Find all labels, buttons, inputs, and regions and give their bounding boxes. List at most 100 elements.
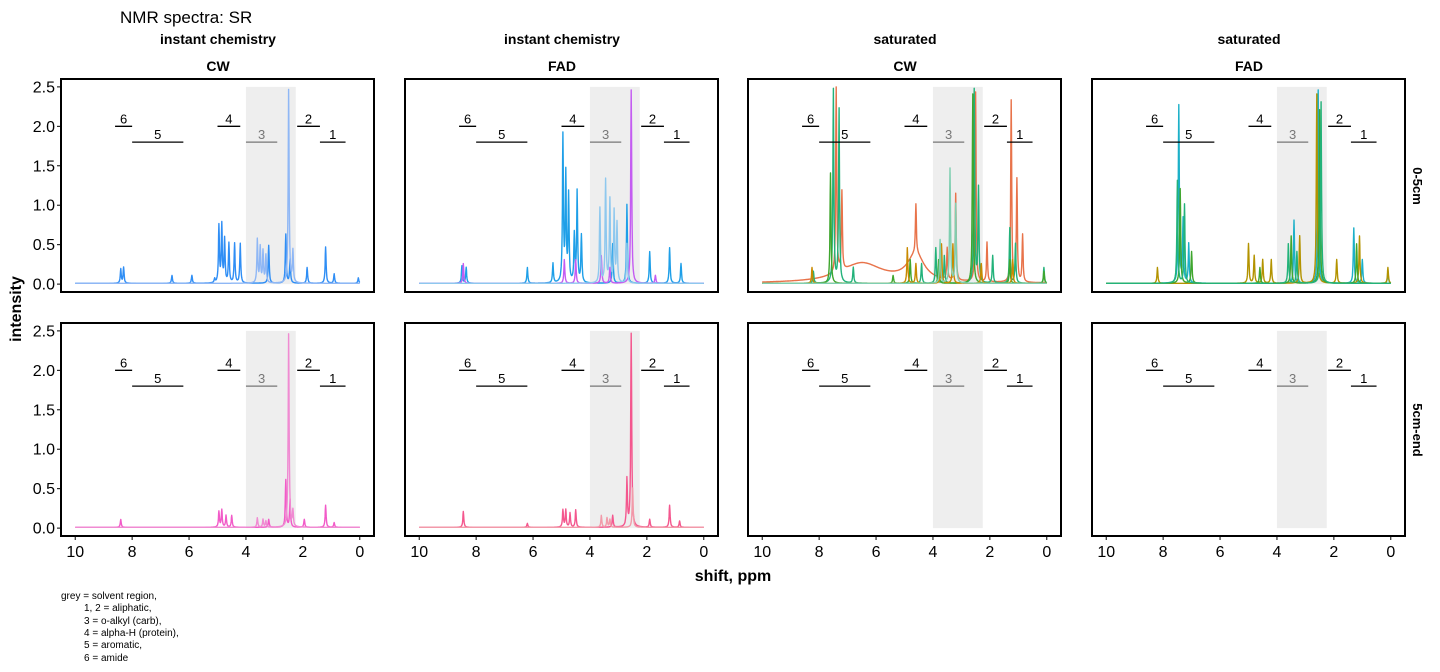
region-label-1: 1 <box>1360 371 1367 386</box>
x-tick-label: 6 <box>1216 544 1225 561</box>
region-label-4: 4 <box>569 111 576 126</box>
region-label-4: 4 <box>569 355 576 370</box>
strip-col4-line2: FAD <box>1235 58 1263 74</box>
spectrum-line-1 <box>418 332 705 528</box>
region-label-2: 2 <box>305 111 312 126</box>
spectrum-line-3 <box>418 177 705 284</box>
region-label-1: 1 <box>673 127 680 142</box>
region-label-1: 1 <box>1016 127 1023 142</box>
strip-col4-line1: saturated <box>1217 31 1280 47</box>
note-line-1: grey = solvent region, <box>61 591 157 602</box>
note-line-2: 1, 2 = aliphatic, <box>84 603 152 614</box>
y-tick-label: 1.0 <box>33 442 55 459</box>
region-label-1: 1 <box>1360 127 1367 142</box>
x-tick-label: 2 <box>1329 544 1338 561</box>
region-label-3: 3 <box>602 127 609 142</box>
x-tick-label: 10 <box>753 544 771 561</box>
region-label-5: 5 <box>498 127 505 142</box>
spectrum-line-4 <box>761 243 1048 284</box>
region-label-5: 5 <box>498 371 505 386</box>
y-tick-label: 2.5 <box>33 79 55 96</box>
x-tick-label: 8 <box>815 544 824 561</box>
region-label-1: 1 <box>329 371 336 386</box>
x-tick-label: 0 <box>355 544 364 561</box>
y-axis-label: intensity <box>8 276 25 342</box>
region-label-2: 2 <box>992 355 999 370</box>
region-label-2: 2 <box>1336 355 1343 370</box>
x-tick-label: 0 <box>699 544 708 561</box>
strip-col1-line2: CW <box>206 58 230 74</box>
region-label-4: 4 <box>912 111 919 126</box>
solvent-region <box>932 330 983 529</box>
panels: 6 5 4 3 2 1 6 5 4 3 2 1 6 5 4 3 2 1 6 5 4 3 2 1 6 5 4 3 2 1 6 5 4 3 2 1 6 5 4 3… <box>60 78 1406 537</box>
region-label-5: 5 <box>154 127 161 142</box>
spectrum-line-1 <box>418 131 705 284</box>
x-tick-label: 10 <box>1097 544 1115 561</box>
spectrum-line-2 <box>1105 93 1392 284</box>
y-tick-label: 0.0 <box>33 521 55 538</box>
x-tick-label: 4 <box>242 544 251 561</box>
panel-border <box>1091 322 1406 537</box>
strip-col3-line2: CW <box>893 58 917 74</box>
strip-col2-line2: FAD <box>548 58 576 74</box>
region-label-3: 3 <box>1289 371 1296 386</box>
x-tick-label: 10 <box>66 544 84 561</box>
region-label-6: 6 <box>120 111 127 126</box>
panel-r1-c4: 6 5 4 3 2 1 <box>1091 78 1406 293</box>
panel-r2-c3: 6 5 4 3 2 1 <box>747 322 1062 537</box>
panel-border <box>747 78 1062 293</box>
region-label-2: 2 <box>649 111 656 126</box>
x-tick-label: 2 <box>298 544 307 561</box>
panel-border <box>404 78 719 293</box>
spectrum-line-1 <box>761 86 1048 284</box>
region-label-1: 1 <box>673 371 680 386</box>
note-line-6: 6 = amide <box>84 653 129 664</box>
region-label-2: 2 <box>1336 111 1343 126</box>
panel-border <box>404 322 719 537</box>
region-label-3: 3 <box>1289 127 1296 142</box>
region-label-3: 3 <box>945 127 952 142</box>
y-tick-label: 2.0 <box>33 363 55 380</box>
strip-row1: 0-5cm <box>1410 167 1425 205</box>
spectrum-line-2 <box>418 487 705 528</box>
spectrum-line-2 <box>74 88 361 284</box>
region-label-6: 6 <box>464 355 471 370</box>
region-label-6: 6 <box>807 355 814 370</box>
panel-border <box>747 322 1062 537</box>
y-tick-label: 2.5 <box>33 323 55 340</box>
x-tick-label: 4 <box>929 544 938 561</box>
x-axis-label: shift, ppm <box>695 568 771 585</box>
strip-col2-line1: instant chemistry <box>504 31 620 47</box>
region-label-6: 6 <box>807 111 814 126</box>
spectrum-line-2 <box>761 87 1048 284</box>
x-axes: 10 8 6 4 2 0 10 8 6 4 2 0 10 8 6 4 2 0 10 8 6 4 2 0 <box>66 536 1395 561</box>
x-tick-label: 8 <box>1159 544 1168 561</box>
y-tick-label: 0.5 <box>33 481 55 498</box>
y-tick-label: 1.0 <box>33 198 55 215</box>
panel-r1-c2: 6 5 4 3 2 1 <box>404 78 719 293</box>
y-tick-label: 2.0 <box>33 119 55 136</box>
region-label-4: 4 <box>225 111 232 126</box>
region-label-2: 2 <box>649 355 656 370</box>
region-label-5: 5 <box>1185 371 1192 386</box>
x-tick-label: 2 <box>642 544 651 561</box>
spectrum-line-4 <box>1105 101 1392 284</box>
panel-border <box>60 322 375 537</box>
panel-r2-c1: 6 5 4 3 2 1 <box>60 322 375 537</box>
y-tick-label: 0.0 <box>33 277 55 294</box>
spectrum-line-3 <box>761 93 1048 284</box>
panel-border <box>1091 78 1406 293</box>
x-tick-label: 6 <box>529 544 538 561</box>
strip-row2: 5cm-end <box>1410 403 1425 457</box>
region-label-2: 2 <box>992 111 999 126</box>
y-tick-label: 1.5 <box>33 158 55 175</box>
region-label-4: 4 <box>1256 111 1263 126</box>
panel-r2-c2: 6 5 4 3 2 1 <box>404 322 719 537</box>
region-label-1: 1 <box>1016 371 1023 386</box>
region-label-5: 5 <box>154 371 161 386</box>
spectrum-line-1 <box>74 478 361 528</box>
y-tick-label: 1.5 <box>33 402 55 419</box>
x-tick-label: 2 <box>985 544 994 561</box>
note-line-3: 3 = o-alkyl (carb), <box>84 616 162 627</box>
